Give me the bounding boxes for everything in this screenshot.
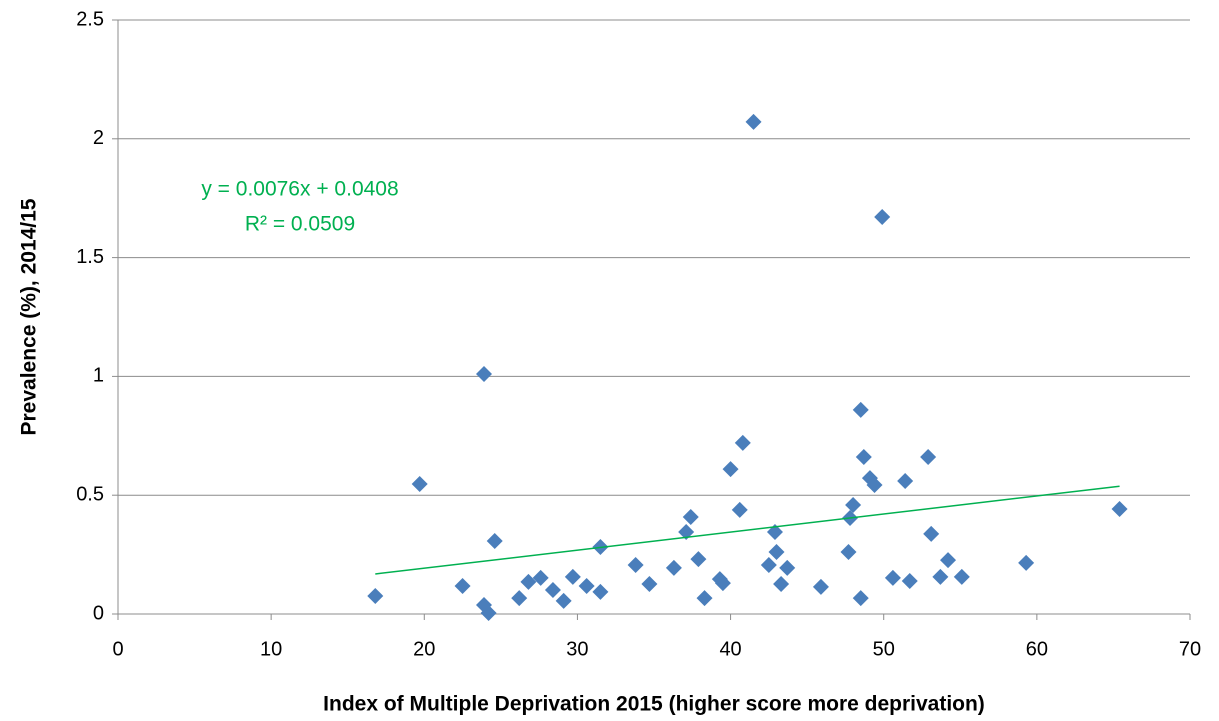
point (812, 578, 829, 595)
point (768, 543, 785, 560)
point (855, 448, 872, 465)
point (852, 401, 869, 418)
point (476, 366, 493, 383)
point (722, 461, 739, 478)
point (678, 524, 695, 541)
point (773, 576, 790, 593)
point (852, 590, 869, 607)
trendline (375, 485, 1120, 575)
point (690, 551, 707, 568)
point (592, 583, 609, 600)
point (641, 576, 658, 593)
point (932, 568, 949, 585)
point (953, 568, 970, 585)
point (480, 605, 497, 622)
point (734, 434, 751, 451)
point (920, 448, 937, 465)
point (884, 569, 901, 586)
point (486, 533, 503, 550)
point (897, 472, 914, 489)
point (874, 208, 891, 225)
point (367, 587, 384, 604)
point (682, 509, 699, 526)
trendline-equation: y = 0.0076x + 0.0408 (201, 178, 398, 201)
point (627, 557, 644, 574)
y-tick-label: 0.5 (76, 483, 104, 505)
x-axis-title: Index of Multiple Deprivation 2015 (high… (323, 693, 985, 716)
y-tick-label: 1.5 (76, 246, 104, 268)
point (923, 525, 940, 542)
y-axis-title: Prevalence (%), 2014/15 (18, 198, 41, 435)
x-tick-label: 0 (112, 638, 123, 660)
point (511, 590, 528, 607)
point (940, 552, 957, 569)
x-tick-label: 10 (260, 638, 282, 660)
x-tick-label: 60 (1026, 638, 1048, 660)
x-tick-label: 40 (719, 638, 741, 660)
point (760, 557, 777, 574)
point (696, 590, 713, 607)
x-tick-label: 20 (413, 638, 435, 660)
point (564, 568, 581, 585)
point (840, 543, 857, 560)
point (555, 592, 572, 609)
point (665, 559, 682, 576)
point (544, 582, 561, 599)
x-tick-label: 70 (1179, 638, 1201, 660)
y-tick-label: 0 (93, 602, 104, 624)
point (520, 573, 537, 590)
point (866, 476, 883, 493)
point (1111, 500, 1128, 517)
point (845, 496, 862, 513)
point (578, 577, 595, 594)
point (532, 569, 549, 586)
y-tick-label: 2 (93, 127, 104, 149)
x-tick-label: 30 (566, 638, 588, 660)
point (745, 113, 762, 130)
point (779, 559, 796, 576)
point (411, 476, 428, 493)
y-tick-label: 2.5 (76, 8, 104, 30)
point (1018, 554, 1035, 571)
point (731, 501, 748, 518)
point (901, 572, 918, 589)
point (714, 575, 731, 592)
y-tick-label: 1 (93, 365, 104, 387)
x-tick-label: 50 (873, 638, 895, 660)
trendline-r2: R² = 0.0509 (245, 213, 355, 236)
point (454, 577, 471, 594)
